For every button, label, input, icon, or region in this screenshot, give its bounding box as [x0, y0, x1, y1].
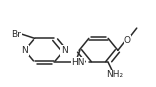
Text: N: N — [21, 46, 28, 55]
Text: Br: Br — [11, 30, 21, 39]
Text: NH₂: NH₂ — [106, 70, 123, 79]
Text: O: O — [124, 36, 131, 45]
Text: N: N — [61, 46, 67, 55]
Text: HN: HN — [71, 58, 85, 67]
